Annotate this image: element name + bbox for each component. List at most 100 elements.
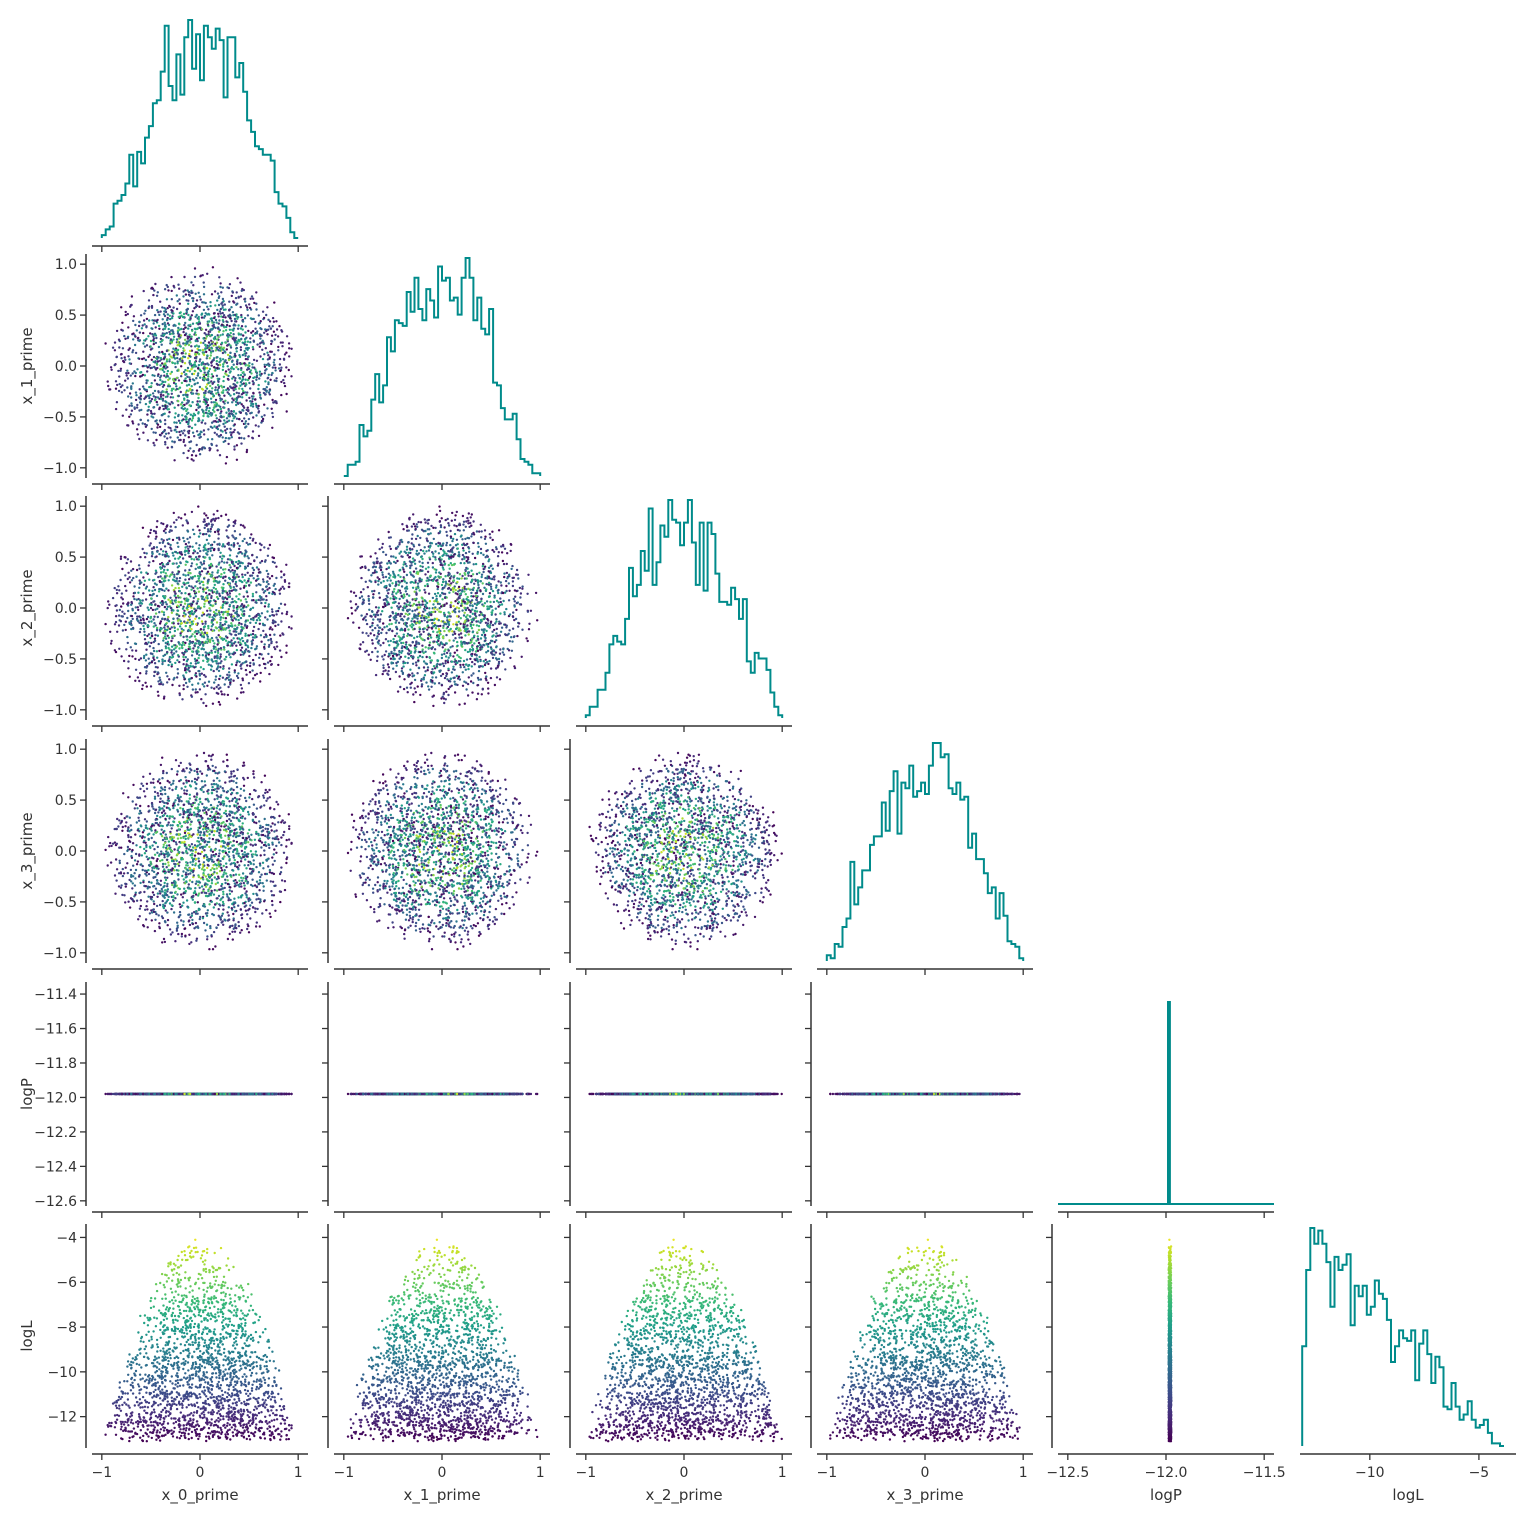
point — [228, 412, 231, 415]
point — [285, 644, 288, 647]
point — [127, 326, 130, 329]
point — [255, 414, 258, 417]
point — [245, 393, 248, 397]
point — [199, 274, 203, 277]
point — [210, 401, 213, 404]
point — [191, 329, 194, 332]
point — [158, 406, 161, 409]
point — [281, 341, 284, 344]
point — [273, 633, 276, 636]
point — [502, 653, 506, 656]
point — [188, 584, 191, 588]
point — [148, 589, 151, 592]
point — [136, 337, 140, 340]
point — [129, 304, 133, 307]
point — [177, 622, 180, 625]
point — [158, 541, 161, 545]
point — [170, 611, 174, 614]
point — [198, 453, 202, 456]
point — [172, 622, 175, 625]
point — [476, 552, 479, 555]
point — [126, 577, 129, 581]
point — [367, 597, 370, 601]
point — [191, 545, 194, 548]
point — [145, 344, 149, 347]
point — [198, 617, 201, 620]
point — [492, 575, 495, 579]
panel-x_1_prime-vs-x_1_prime — [334, 257, 550, 490]
point — [129, 646, 132, 649]
point — [251, 669, 254, 672]
point — [224, 370, 228, 373]
y-tick-label: −0.5 — [43, 410, 77, 426]
point — [250, 372, 253, 375]
point — [283, 384, 287, 388]
point — [498, 652, 502, 655]
point — [136, 676, 140, 679]
point — [171, 315, 174, 318]
point — [185, 420, 188, 424]
point — [209, 351, 213, 354]
point — [232, 338, 236, 341]
point — [176, 369, 179, 372]
point — [194, 595, 197, 598]
point — [251, 554, 254, 557]
point — [219, 282, 222, 285]
point — [147, 620, 151, 623]
point — [161, 553, 164, 556]
point — [244, 357, 248, 361]
point — [227, 286, 231, 290]
point — [130, 387, 133, 391]
point — [266, 661, 270, 664]
point — [431, 566, 435, 569]
point — [150, 415, 153, 418]
point — [393, 576, 397, 579]
point — [442, 691, 446, 695]
point — [200, 316, 204, 319]
point — [138, 679, 141, 683]
point — [230, 613, 233, 616]
point — [188, 614, 192, 618]
point — [138, 357, 141, 360]
point — [141, 687, 144, 691]
point — [241, 387, 244, 391]
point — [181, 360, 184, 364]
point — [158, 359, 161, 363]
point — [177, 413, 180, 417]
point — [219, 399, 222, 402]
point — [165, 671, 168, 674]
point — [449, 685, 452, 689]
point — [153, 412, 156, 415]
point — [245, 399, 248, 402]
point — [266, 618, 269, 621]
point — [151, 608, 155, 612]
point — [270, 350, 273, 353]
point — [269, 637, 273, 641]
point — [128, 358, 131, 361]
point — [195, 615, 198, 618]
point — [238, 564, 242, 568]
point — [209, 301, 212, 304]
point — [267, 645, 271, 648]
point — [225, 650, 229, 654]
point — [202, 316, 206, 319]
point — [392, 590, 395, 593]
point — [222, 385, 226, 389]
point — [110, 639, 113, 643]
point — [453, 680, 456, 683]
point — [191, 417, 195, 420]
point — [170, 649, 173, 652]
point — [149, 348, 153, 351]
point — [220, 560, 224, 563]
point — [275, 328, 279, 331]
point — [500, 603, 504, 606]
point — [234, 388, 237, 391]
point — [200, 580, 203, 583]
point — [149, 339, 153, 343]
point — [173, 421, 176, 424]
point — [432, 704, 435, 708]
point — [219, 433, 223, 437]
point — [176, 360, 179, 363]
point — [447, 563, 450, 567]
point — [124, 574, 127, 577]
